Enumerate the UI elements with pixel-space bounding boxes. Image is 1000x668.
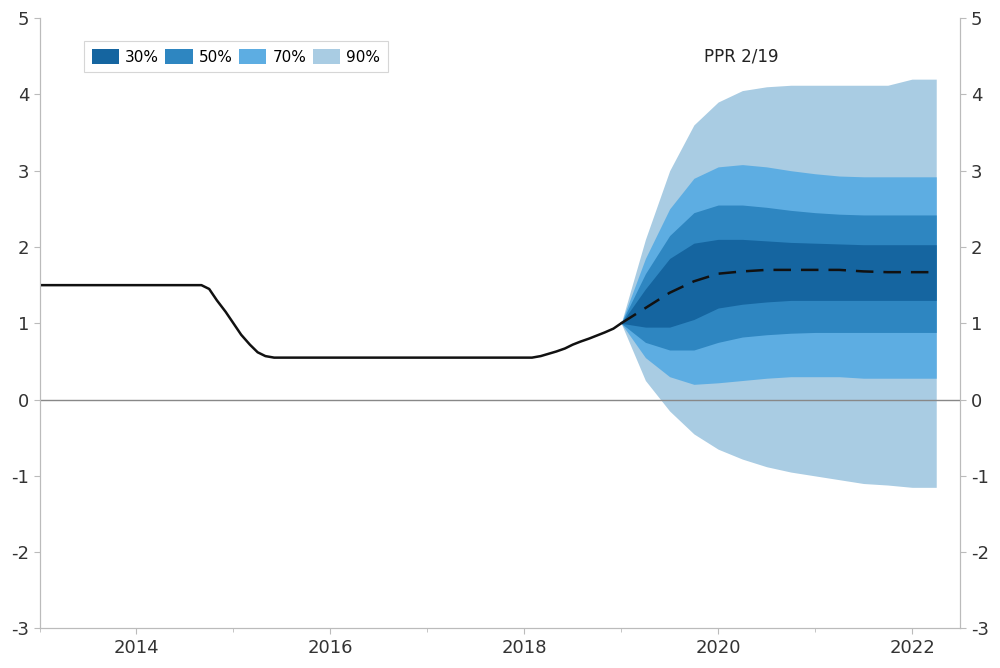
Text: PPR 2/19: PPR 2/19 [704,47,778,65]
Legend: 30%, 50%, 70%, 90%: 30%, 50%, 70%, 90% [84,41,388,72]
